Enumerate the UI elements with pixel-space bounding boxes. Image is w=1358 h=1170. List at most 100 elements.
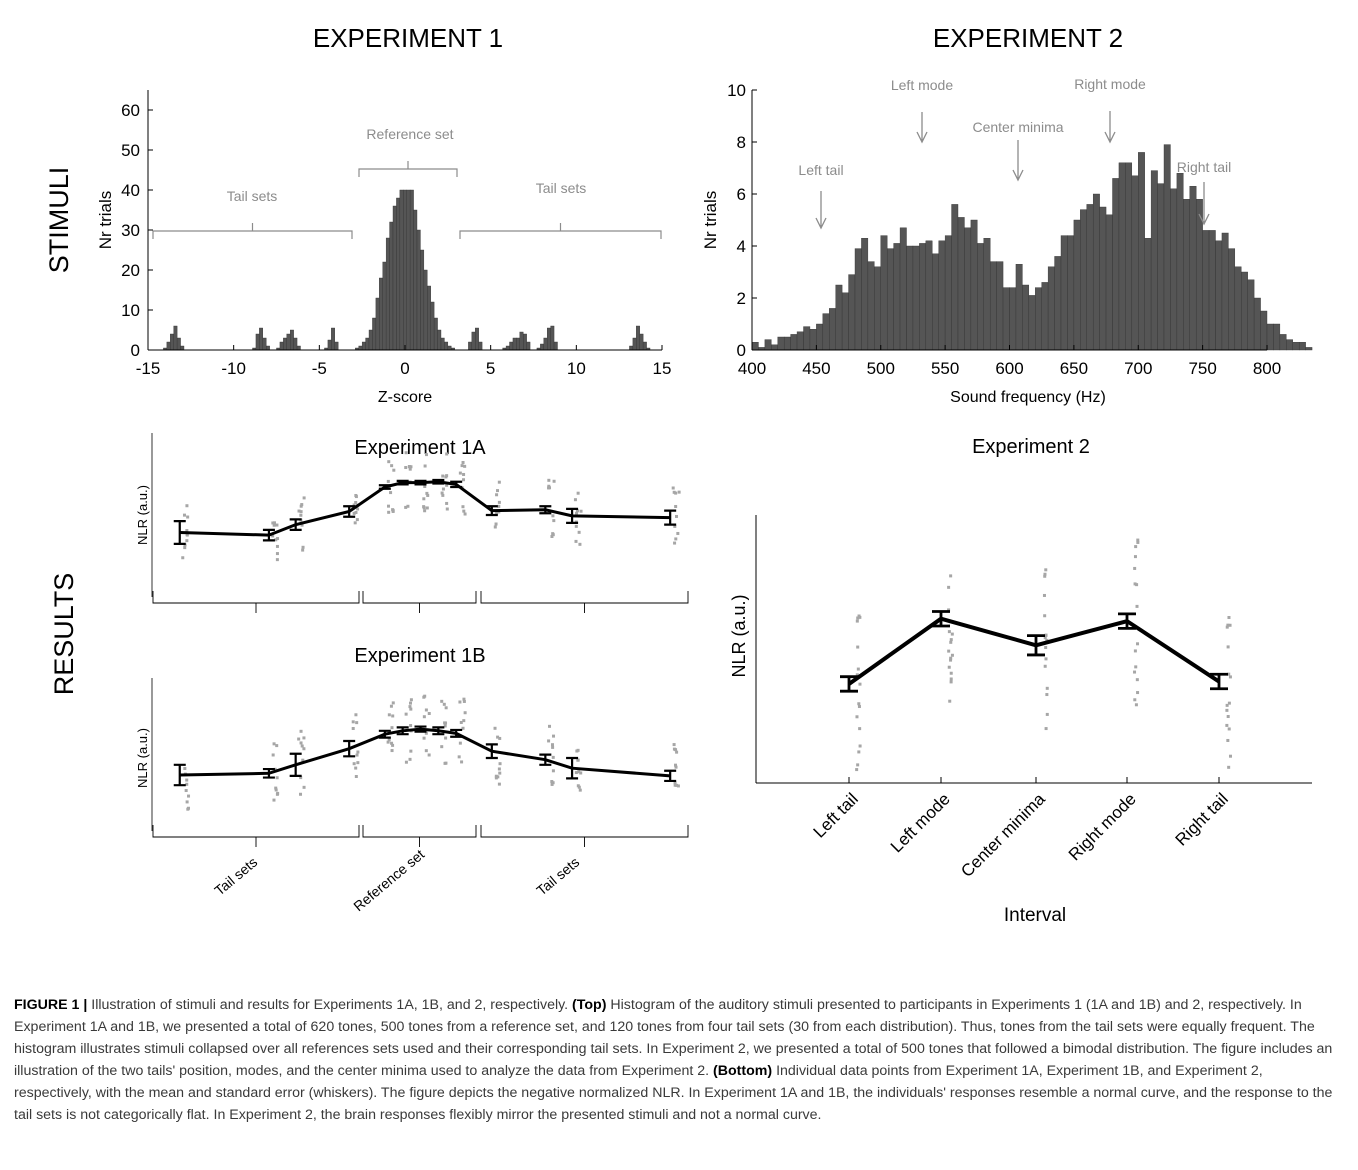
histogram-bar (170, 333, 174, 351)
histogram-bar (771, 344, 778, 351)
individual-point (1133, 555, 1137, 559)
error-bar (343, 739, 356, 758)
histogram-bar (526, 341, 531, 351)
caption-top-label: (Top) (572, 997, 607, 1013)
x-tick-label: Right mode (1065, 789, 1140, 864)
individual-point (354, 510, 358, 514)
histogram-bar (406, 189, 411, 351)
histogram-bar (919, 243, 927, 351)
y-tick-label: 10 (121, 301, 140, 320)
individual-point (673, 524, 677, 528)
individual-point (550, 534, 554, 538)
histogram-bar (632, 337, 637, 351)
individual-point (1228, 675, 1232, 679)
histogram-bar (396, 197, 401, 351)
individual-point (445, 474, 449, 478)
histogram-bar (1118, 162, 1126, 351)
individual-point (1135, 604, 1139, 608)
error-bar (539, 505, 552, 515)
category-brace (152, 825, 360, 847)
y-tick-label: 6 (737, 185, 746, 204)
histogram-bar (841, 292, 849, 351)
individual-point (1044, 633, 1048, 637)
histogram-bar (296, 345, 301, 351)
individual-point (857, 702, 861, 706)
individual-point (494, 522, 498, 526)
individual-point (300, 523, 304, 527)
individual-point (1045, 693, 1049, 697)
chart-title: Experiment 2 (972, 436, 1090, 458)
histogram-bar (880, 235, 888, 351)
row-label-stimuli: STIMULI (44, 167, 74, 274)
histogram-bar (519, 331, 524, 351)
individual-point (409, 707, 413, 711)
y-tick-label: 4 (737, 237, 746, 256)
individual-point (949, 677, 953, 681)
individual-point (297, 737, 301, 741)
histogram-bar (1157, 183, 1165, 351)
individual-point (462, 699, 466, 703)
individual-point (390, 749, 394, 753)
individual-point (1227, 727, 1231, 731)
individual-point (301, 758, 305, 762)
individual-point (577, 530, 581, 534)
individual-point (551, 755, 555, 759)
individual-point (444, 736, 448, 740)
individual-point (1226, 645, 1230, 649)
error-bar (414, 479, 427, 486)
histogram-bar (629, 345, 634, 351)
histogram-bar (283, 337, 287, 351)
individual-point (354, 501, 358, 505)
histogram-bar (447, 345, 452, 351)
individual-point (444, 706, 448, 710)
individual-point (185, 778, 189, 782)
individual-point (275, 552, 279, 556)
individual-point (440, 745, 444, 749)
histogram-bar (475, 327, 479, 351)
individual-point (299, 504, 303, 508)
individual-point (674, 504, 678, 508)
individual-point (1225, 703, 1229, 707)
individual-point (302, 747, 306, 751)
annotation-tail-sets: Tail sets (536, 180, 587, 196)
individual-point (442, 702, 446, 706)
category-brace (362, 591, 477, 613)
error-bar (1027, 634, 1045, 657)
error-bar (262, 767, 275, 779)
individual-point (356, 750, 360, 754)
individual-point (462, 697, 466, 701)
histogram-bar (176, 337, 181, 351)
annotation-label: Center minima (972, 119, 1063, 135)
histogram-bar (368, 329, 373, 351)
individual-point (460, 464, 464, 468)
histogram-bar (372, 317, 377, 351)
histogram-bar (1234, 266, 1242, 351)
individual-point (1133, 649, 1137, 653)
error-bar (378, 729, 391, 739)
individual-point (1044, 645, 1048, 649)
histogram-bar (1183, 198, 1190, 351)
histogram-bar (1298, 342, 1306, 351)
individual-point (386, 479, 390, 483)
histogram-bar (385, 237, 390, 351)
caption-text-1: Illustration of stimuli and results for … (87, 997, 573, 1013)
individual-point (674, 765, 678, 769)
individual-point (550, 743, 554, 747)
individual-point (857, 750, 861, 754)
individual-point (440, 491, 444, 495)
histogram-bar (1035, 287, 1042, 351)
individual-point (673, 781, 677, 785)
individual-point (949, 640, 953, 644)
histogram-bar (1266, 323, 1274, 351)
individual-point (497, 767, 501, 771)
individual-point (390, 741, 394, 745)
histogram-bar (932, 253, 939, 351)
individual-point (275, 558, 279, 562)
individual-point (354, 774, 358, 778)
individual-point (445, 483, 449, 487)
individual-point (386, 504, 390, 508)
individual-point (1136, 538, 1140, 542)
individual-point (1045, 712, 1049, 716)
individual-point (497, 782, 501, 786)
individual-point (579, 509, 583, 513)
